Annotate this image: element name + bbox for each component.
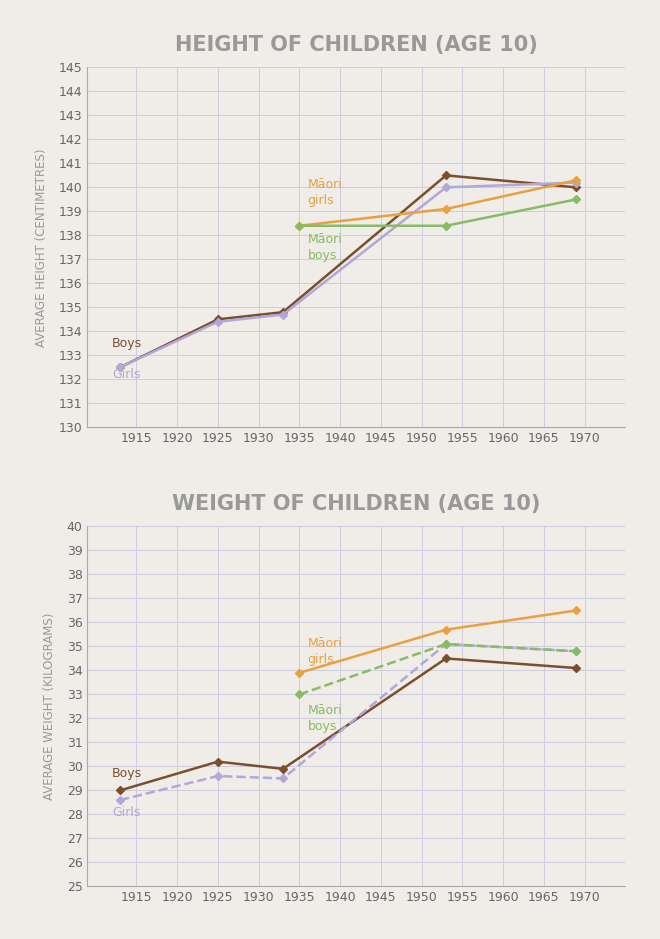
Text: Māori
boys: Māori boys: [308, 704, 343, 733]
Text: Girls: Girls: [112, 368, 141, 381]
Title: WEIGHT OF CHILDREN (AGE 10): WEIGHT OF CHILDREN (AGE 10): [172, 494, 541, 514]
Text: Boys: Boys: [112, 337, 142, 350]
Title: HEIGHT OF CHILDREN (AGE 10): HEIGHT OF CHILDREN (AGE 10): [175, 35, 538, 54]
Y-axis label: AVERAGE HEIGHT (CENTIMETRES): AVERAGE HEIGHT (CENTIMETRES): [35, 148, 48, 346]
Text: Māori
boys: Māori boys: [308, 233, 343, 262]
Text: Māori
girls: Māori girls: [308, 177, 343, 207]
Text: Girls: Girls: [112, 806, 141, 819]
Text: Boys: Boys: [112, 767, 142, 780]
Y-axis label: AVERAGE WEIGHT (KILOGRAMS): AVERAGE WEIGHT (KILOGRAMS): [43, 613, 55, 800]
Text: Māori
girls: Māori girls: [308, 637, 343, 666]
